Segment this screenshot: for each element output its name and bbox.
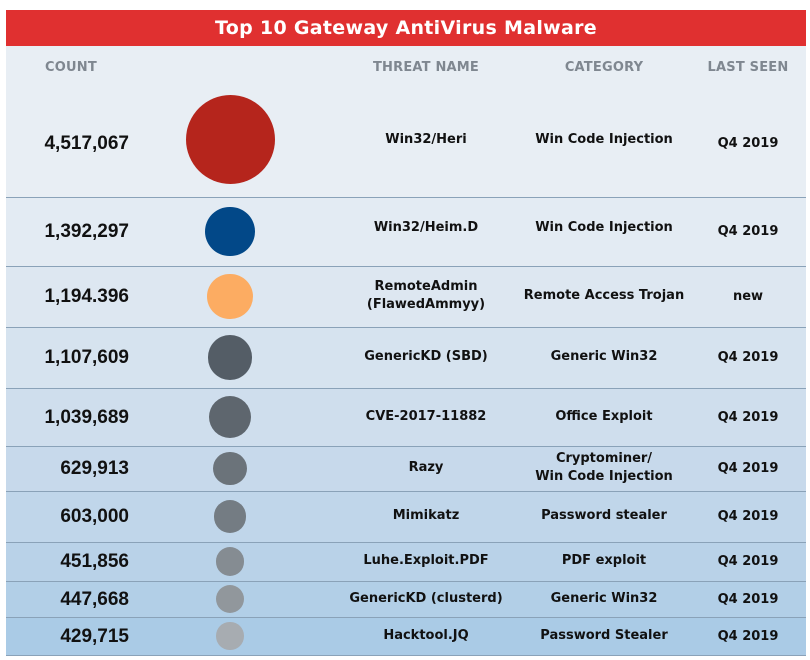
table-row: 1,107,609 GenericKD (SBD) Generic Win32 Q4 … [6,328,806,389]
last-seen: Q4 2019 [717,461,779,476]
column-header-count: COUNT [45,60,97,75]
threat-category: Win Code Injection [535,220,673,235]
count-value: 1,039,689 [44,406,129,428]
threat-category: Generic Win32 [550,590,658,606]
last-seen: Q4 2019 [717,591,779,607]
last-seen: Q4 2019 [717,628,779,644]
count-value: 429,715 [60,625,129,647]
count-value: 629,913 [60,458,129,479]
last-seen: Q4 2019 [717,554,779,569]
table-row: 629,913 Razy Cryptominer/ Win Code Injecti… [6,447,806,492]
threat-category: PDF exploit [561,553,647,568]
threat-name: GenericKD (SBD) [364,349,488,364]
count-value: 1,392,297 [44,221,129,242]
count-bubble [207,335,253,380]
threat-name: Luhe.Exploit.PDF [363,553,489,568]
table-header: COUNT THREAT NAME CATEGORY LAST SEEN [6,46,806,91]
threat-category: Win Code Injection [535,131,673,147]
threat-category: Remote Access Trojan [523,288,685,303]
count-bubble [213,500,247,533]
threat-name: Hacktool.JQ [383,627,469,643]
threat-name: RemoteAdmin (FlawedAmmyy) [366,279,486,312]
table-row: 1,039,689 CVE-2017-11882 Office Exploit Q4 … [6,389,806,447]
count-bubble [213,451,247,486]
count-bubble [216,622,244,650]
threat-name: Win32/Heim.D [373,220,479,235]
column-header-threat-name: THREAT NAME [372,60,480,75]
threat-name: Win32/Heri [385,131,467,147]
count-value: 447,668 [60,588,129,610]
table-row: 603,000 Mimikatz Password stealer Q4 2019 [6,492,806,543]
count-value: 603,000 [60,506,129,527]
last-seen: Q4 2019 [717,224,779,239]
table-row: 447,668 GenericKD (clusterd) Generic Win32… [6,582,806,618]
threat-name: CVE-2017-11882 [365,408,487,424]
count-bubble [185,94,275,184]
table-row: 429,715 Hacktool.JQ Password Stealer Q4 201… [6,618,806,656]
last-seen: Q4 2019 [717,350,779,365]
threat-category: Password stealer [541,508,667,523]
count-value: 1,107,609 [44,347,129,368]
threat-name: Razy [408,460,444,475]
count-bubble [215,547,245,576]
threat-category: Generic Win32 [550,349,658,364]
threat-category: Office Exploit [555,408,653,424]
column-header-category: CATEGORY [564,60,644,75]
table-row: 1,392,297 Win32/Heim.D Win Code Injection Q… [6,198,806,267]
chart-title: Top 10 Gateway AntiVirus Malware [6,10,806,46]
threat-category: Password Stealer [540,627,668,643]
column-header-last-seen: LAST SEEN [707,60,789,75]
table-row: 1,194.396 RemoteAdmin (FlawedAmmyy) Remote… [6,267,806,328]
count-value: 4,517,067 [44,132,129,154]
table-row: 4,517,067 Win32/Heri Win Code Injection Q4 … [6,90,806,198]
count-bubble [207,273,253,320]
last-seen: Q4 2019 [717,509,779,524]
count-bubble [205,206,255,257]
count-value: 451,856 [60,551,129,572]
count-value: 1,194.396 [44,286,129,307]
last-seen: Q4 2019 [717,409,779,425]
threat-name: Mimikatz [392,508,460,523]
table-row: 451,856 Luhe.Exploit.PDF PDF exploit Q4 201… [6,543,806,582]
count-bubble [215,584,244,613]
count-bubble [208,395,252,439]
threat-name: GenericKD (clusterd) [349,590,503,606]
last-seen: new [732,289,764,304]
threat-category: Cryptominer/ Win Code Injection [535,451,673,484]
last-seen: Q4 2019 [717,135,779,151]
